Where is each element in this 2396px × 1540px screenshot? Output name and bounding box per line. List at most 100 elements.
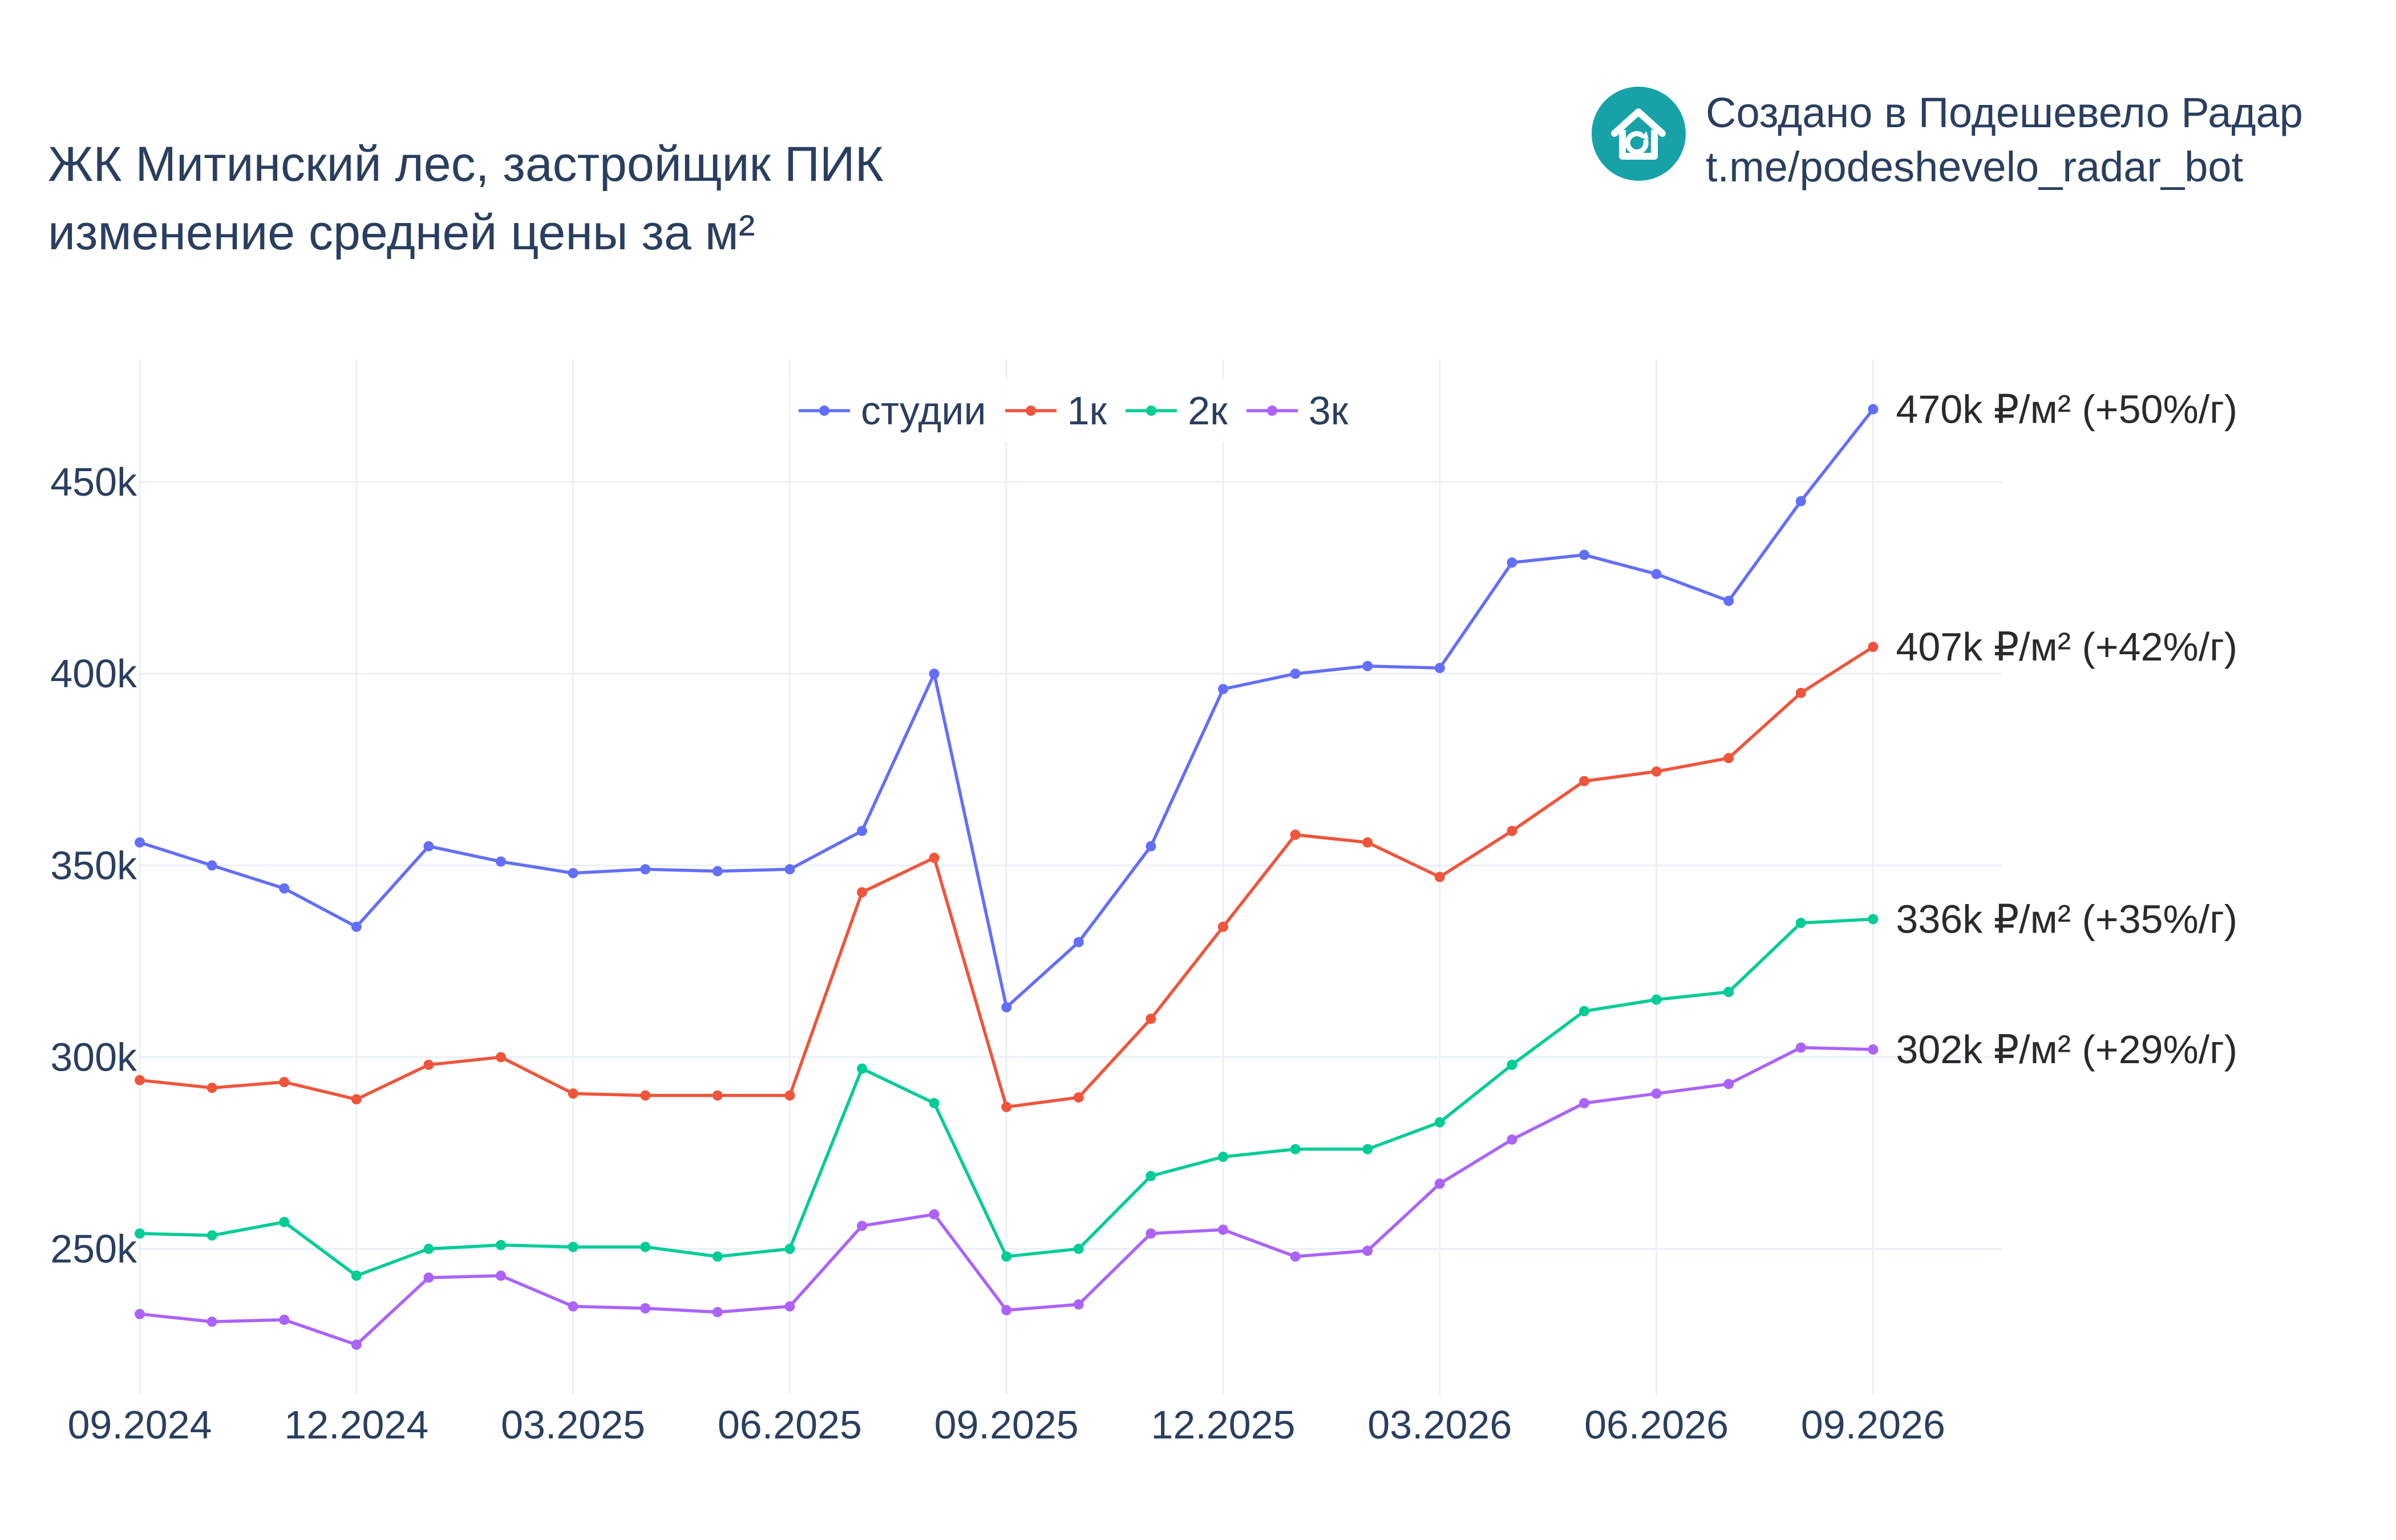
- brand-name: Создано в Подешевело Радар: [1706, 89, 2303, 136]
- data-point: [712, 866, 723, 877]
- data-point: [1434, 663, 1445, 674]
- data-point: [135, 1308, 145, 1319]
- data-point: [1868, 404, 1879, 415]
- data-point: [207, 1230, 217, 1241]
- data-point: [496, 856, 506, 867]
- data-point: [1290, 668, 1301, 679]
- data-point: [135, 1228, 145, 1239]
- legend-item[interactable]: студии: [796, 388, 986, 433]
- data-point: [207, 1083, 217, 1093]
- data-point: [207, 860, 217, 871]
- data-point: [1507, 1134, 1517, 1145]
- series-0: [135, 404, 1879, 1013]
- data-point: [1579, 1006, 1589, 1016]
- legend-label: 3к: [1308, 388, 1349, 433]
- legend-item[interactable]: 1к: [1002, 388, 1107, 433]
- data-point: [1073, 1243, 1084, 1254]
- data-point: [568, 1088, 578, 1099]
- data-point: [1362, 1245, 1373, 1256]
- x-tick-label: 12.2024: [284, 1403, 428, 1447]
- data-point: [423, 841, 434, 852]
- legend-swatch: [799, 406, 850, 416]
- data-point: [568, 1301, 578, 1312]
- data-point: [1723, 595, 1734, 606]
- y-tick-label: 250k: [50, 1227, 137, 1271]
- data-point: [1290, 1144, 1301, 1154]
- data-point: [279, 1314, 290, 1325]
- data-point: [351, 1270, 362, 1281]
- data-point: [496, 1239, 506, 1250]
- data-point: [712, 1251, 723, 1262]
- x-tick-label: 09.2025: [934, 1403, 1079, 1447]
- data-point: [1362, 660, 1373, 671]
- legend-swatch: [1126, 406, 1177, 416]
- legend-item[interactable]: 3к: [1244, 388, 1349, 433]
- data-point: [496, 1052, 506, 1063]
- data-point: [1001, 1101, 1012, 1112]
- data-point: [712, 1090, 723, 1101]
- data-point: [1507, 557, 1517, 568]
- data-point: [1723, 1079, 1734, 1089]
- chart-legend: студии 1к 2к 3к: [790, 379, 1370, 442]
- data-point: [1218, 684, 1228, 695]
- data-point: [784, 864, 795, 875]
- data-point: [857, 825, 867, 836]
- legend-label: студии: [861, 388, 986, 433]
- data-point: [1290, 829, 1301, 840]
- end-value-label: 407k ₽/м² (+42%/г): [1896, 625, 2237, 669]
- data-point: [279, 1077, 290, 1088]
- data-point: [1001, 1251, 1012, 1262]
- data-point: [135, 1075, 145, 1085]
- data-point: [568, 868, 578, 878]
- legend-item[interactable]: 2к: [1123, 388, 1228, 433]
- x-tick-label: 12.2025: [1151, 1403, 1295, 1447]
- data-point: [929, 852, 940, 863]
- data-point: [1795, 687, 1806, 698]
- legend-swatch: [1246, 406, 1298, 416]
- data-point: [1290, 1251, 1301, 1262]
- data-point: [712, 1307, 723, 1318]
- data-point: [929, 1209, 940, 1220]
- chart-title-line-2: изменение средней цены за м²: [48, 205, 755, 260]
- brand-link[interactable]: t.me/podeshevelo_radar_bot: [1706, 143, 2244, 191]
- data-point: [1651, 766, 1662, 777]
- series-2: [135, 914, 1879, 1281]
- data-point: [135, 837, 145, 848]
- data-point: [857, 1221, 867, 1231]
- data-point: [857, 887, 867, 898]
- data-point: [784, 1301, 795, 1312]
- data-point: [640, 1090, 651, 1101]
- y-tick-label: 350k: [50, 843, 137, 887]
- data-point: [1362, 1144, 1373, 1154]
- data-point: [1434, 872, 1445, 882]
- data-point: [1218, 921, 1228, 932]
- data-point: [1434, 1178, 1445, 1189]
- data-point: [1073, 937, 1084, 947]
- data-point: [1146, 1014, 1156, 1024]
- data-point: [1218, 1224, 1228, 1235]
- data-point: [1795, 496, 1806, 506]
- data-point: [496, 1270, 506, 1281]
- data-point: [1001, 1002, 1012, 1013]
- data-point: [351, 1339, 362, 1350]
- data-point: [207, 1316, 217, 1327]
- chart-title: ЖК Митинский лес, застройщик ПИК изменен…: [48, 130, 884, 267]
- data-point: [857, 1063, 867, 1074]
- data-point: [1579, 549, 1589, 560]
- data-point: [1868, 914, 1879, 925]
- data-point: [1507, 825, 1517, 836]
- data-point: [640, 1303, 651, 1314]
- data-point: [1651, 994, 1662, 1005]
- data-point: [423, 1243, 434, 1254]
- data-point: [1434, 1117, 1445, 1128]
- y-tick-label: 300k: [50, 1035, 137, 1079]
- data-point: [423, 1059, 434, 1070]
- data-point: [279, 883, 290, 894]
- data-point: [1073, 1299, 1084, 1310]
- data-point: [784, 1090, 795, 1101]
- data-point: [1362, 837, 1373, 848]
- legend-label: 2к: [1188, 388, 1228, 433]
- data-point: [1651, 1088, 1662, 1099]
- x-tick-label: 03.2026: [1367, 1403, 1512, 1447]
